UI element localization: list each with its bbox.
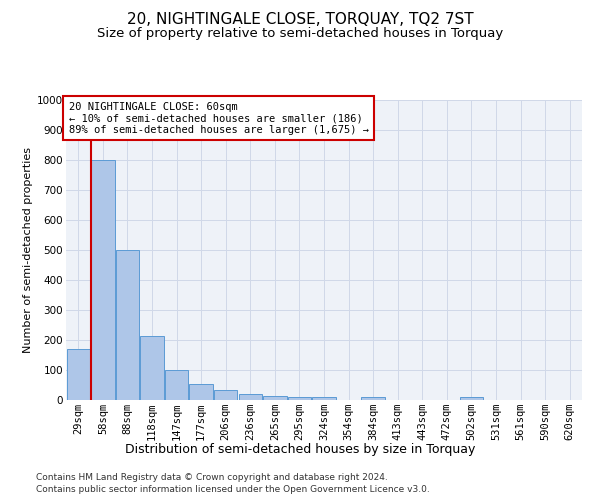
Bar bbox=[140, 336, 164, 400]
Text: Distribution of semi-detached houses by size in Torquay: Distribution of semi-detached houses by … bbox=[125, 442, 475, 456]
Text: Contains HM Land Registry data © Crown copyright and database right 2024.: Contains HM Land Registry data © Crown c… bbox=[36, 472, 388, 482]
Text: 20, NIGHTINGALE CLOSE, TORQUAY, TQ2 7ST: 20, NIGHTINGALE CLOSE, TORQUAY, TQ2 7ST bbox=[127, 12, 473, 28]
Bar bbox=[361, 397, 385, 400]
Bar bbox=[263, 396, 287, 400]
Bar bbox=[239, 394, 262, 400]
Bar bbox=[190, 384, 213, 400]
Bar bbox=[116, 250, 139, 400]
Text: 20 NIGHTINGALE CLOSE: 60sqm
← 10% of semi-detached houses are smaller (186)
89% : 20 NIGHTINGALE CLOSE: 60sqm ← 10% of sem… bbox=[68, 102, 368, 134]
Bar bbox=[288, 397, 311, 400]
Bar bbox=[91, 160, 115, 400]
Text: Contains public sector information licensed under the Open Government Licence v3: Contains public sector information licen… bbox=[36, 485, 430, 494]
Y-axis label: Number of semi-detached properties: Number of semi-detached properties bbox=[23, 147, 33, 353]
Text: Size of property relative to semi-detached houses in Torquay: Size of property relative to semi-detach… bbox=[97, 28, 503, 40]
Bar bbox=[313, 397, 335, 400]
Bar bbox=[214, 390, 238, 400]
Bar bbox=[67, 349, 90, 400]
Bar bbox=[460, 397, 483, 400]
Bar bbox=[165, 370, 188, 400]
